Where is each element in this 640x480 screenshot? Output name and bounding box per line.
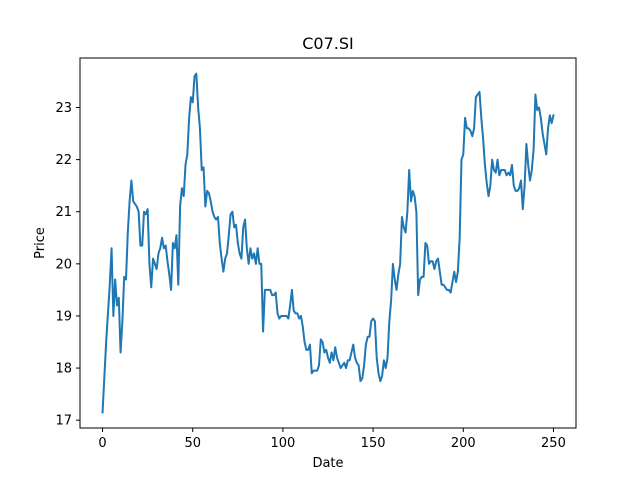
x-tick-label: 200 [451,436,476,451]
plot-area [80,58,576,428]
x-axis-label: Date [312,456,343,471]
x-tick-label: 100 [270,436,295,451]
x-axis: 0 50 100 150 200 250 [98,428,566,451]
y-axis-label: Price [33,227,48,259]
y-tick-label: 23 [55,101,72,116]
y-axis: 17 18 19 20 21 22 23 [55,101,80,429]
x-tick-label: 150 [361,436,386,451]
x-tick-label: 250 [541,436,566,451]
series-line-0 [101,72,555,414]
y-tick-label: 20 [55,257,72,272]
series-line-layer [101,72,555,414]
y-tick-label: 22 [55,153,72,168]
plot-frame [79,57,577,429]
x-tick-label: 50 [184,436,201,451]
y-tick-label: 18 [55,362,72,377]
x-tick-label: 0 [98,436,106,451]
y-tick-label: 21 [55,205,72,220]
chart-title: C07.SI [302,34,354,53]
y-tick-label: 17 [55,414,72,429]
y-tick-label: 19 [55,309,72,324]
